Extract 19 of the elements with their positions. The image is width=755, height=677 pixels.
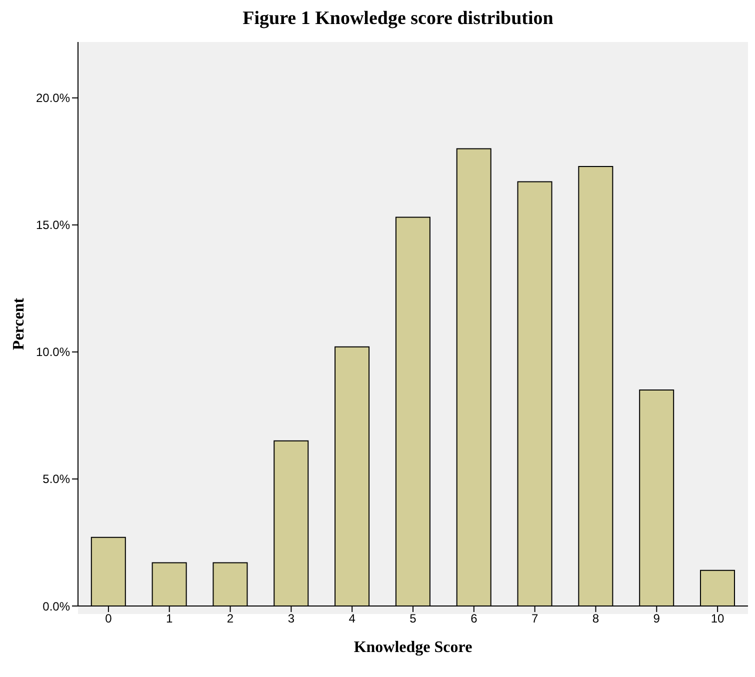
x-tick-label: 9 bbox=[653, 612, 660, 626]
x-tick-label: 3 bbox=[288, 612, 295, 626]
x-axis-title: Knowledge Score bbox=[354, 639, 472, 656]
y-tick-label: 20.0% bbox=[36, 91, 70, 106]
y-tick-label: 0.0% bbox=[42, 599, 70, 614]
x-tick-label: 0 bbox=[105, 612, 112, 626]
x-tick-label: 6 bbox=[470, 612, 478, 626]
x-tick-label: 1 bbox=[166, 612, 174, 626]
y-axis-title: Percent bbox=[10, 297, 28, 350]
y-tick-label: 10.0% bbox=[36, 345, 70, 360]
x-tick-label: 10 bbox=[710, 612, 725, 626]
x-tick-label: 5 bbox=[410, 612, 417, 626]
chart-title: Figure 1 Knowledge score distribution bbox=[242, 8, 554, 31]
x-tick-label: 2 bbox=[226, 612, 234, 626]
y-tick-label: 5.0% bbox=[42, 472, 70, 486]
x-tick-label: 8 bbox=[592, 612, 600, 626]
x-tick-label: 7 bbox=[531, 612, 538, 626]
y-tick-label: 15.0% bbox=[36, 218, 70, 232]
x-tick-label: 4 bbox=[348, 612, 356, 626]
